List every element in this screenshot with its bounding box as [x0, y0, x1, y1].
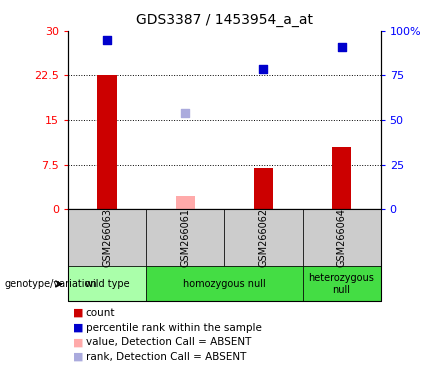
Bar [332, 147, 351, 209]
Title: GDS3387 / 1453954_a_at: GDS3387 / 1453954_a_at [136, 13, 313, 27]
Text: percentile rank within the sample: percentile rank within the sample [86, 323, 262, 333]
Text: ■: ■ [73, 337, 83, 347]
Text: GSM266062: GSM266062 [258, 208, 268, 267]
Bar [146, 209, 224, 266]
Text: GSM266063: GSM266063 [102, 209, 112, 267]
Bar [303, 209, 381, 266]
Text: genotype/variation: genotype/variation [4, 279, 97, 289]
Bar [303, 266, 381, 301]
Bar [98, 75, 117, 209]
Bar [68, 209, 146, 266]
Bar [224, 209, 303, 266]
Point [260, 66, 267, 73]
Point [182, 110, 189, 116]
Text: wild type: wild type [85, 279, 129, 289]
Text: ■: ■ [73, 323, 83, 333]
Point [104, 36, 111, 43]
Text: GSM266061: GSM266061 [180, 209, 191, 267]
Bar [146, 266, 303, 301]
Text: value, Detection Call = ABSENT: value, Detection Call = ABSENT [86, 337, 251, 347]
Bar [254, 168, 273, 209]
Text: homozygous null: homozygous null [183, 279, 266, 289]
Text: GSM266064: GSM266064 [337, 209, 347, 267]
Text: rank, Detection Call = ABSENT: rank, Detection Call = ABSENT [86, 352, 246, 362]
Text: heterozygous
null: heterozygous null [308, 273, 374, 295]
Bar [176, 196, 195, 209]
Text: ■: ■ [73, 308, 83, 318]
Text: ■: ■ [73, 352, 83, 362]
Bar [68, 266, 146, 301]
Point [338, 44, 345, 50]
Text: count: count [86, 308, 115, 318]
